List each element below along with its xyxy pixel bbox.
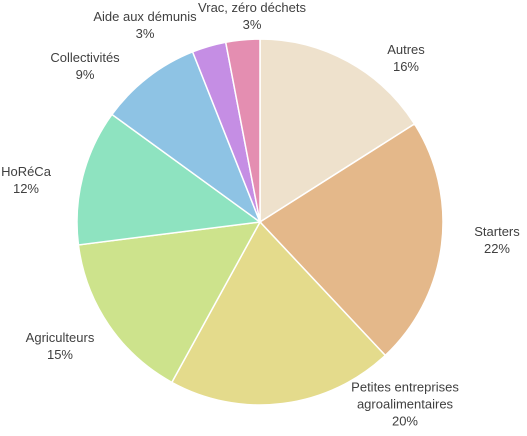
slice-category-label: HoRéCa xyxy=(1,164,51,179)
slice-label-5: HoRéCa 12% xyxy=(1,163,51,197)
pie-slice-8 xyxy=(224,38,261,223)
slice-value-label: 3% xyxy=(135,26,155,41)
slice-category-label: Agriculteurs xyxy=(25,330,95,345)
slice-value-label: 22% xyxy=(483,241,511,256)
pie-slice-5 xyxy=(76,113,262,246)
slice-category-label: Starters xyxy=(474,224,520,239)
slice-value-label: 12% xyxy=(12,181,40,196)
pie-slice-6 xyxy=(110,50,262,225)
pie-slice-4 xyxy=(77,221,262,384)
pie-slice-3 xyxy=(170,220,387,406)
slice-value-label: 9% xyxy=(75,67,95,82)
slice-label-2: Starters 22% xyxy=(474,223,520,257)
slice-category-label: Aide aux démunis xyxy=(93,9,197,24)
slice-label-1: Autres 16% xyxy=(387,41,425,75)
slice-category-label: Vrac, zéro déchets xyxy=(198,0,306,15)
slice-category-label-line-2: agroalimentaires xyxy=(356,396,454,412)
slice-value-label: 20% xyxy=(391,413,419,429)
slice-label-8: Vrac, zéro déchets 3% xyxy=(198,0,306,33)
slice-value-label: 16% xyxy=(392,59,420,74)
slice-value-label: 15% xyxy=(46,347,74,362)
slice-label-4: Agriculteurs 15% xyxy=(26,329,95,363)
slice-category-label-line-1: Petites entreprises xyxy=(351,379,459,395)
slice-value-label: 3% xyxy=(242,17,262,32)
slice-category-label: Autres xyxy=(387,42,425,57)
slice-label-7: Aide aux démunis 3% xyxy=(93,8,196,42)
slice-label-6: Collectivités 9% xyxy=(50,49,119,83)
pie-slice-2 xyxy=(258,122,444,357)
slice-category-label: Collectivités xyxy=(50,50,120,65)
slice-label-3: Petites entreprises agroalimentaires 20% xyxy=(351,379,459,430)
pie-slice-1 xyxy=(259,38,416,224)
